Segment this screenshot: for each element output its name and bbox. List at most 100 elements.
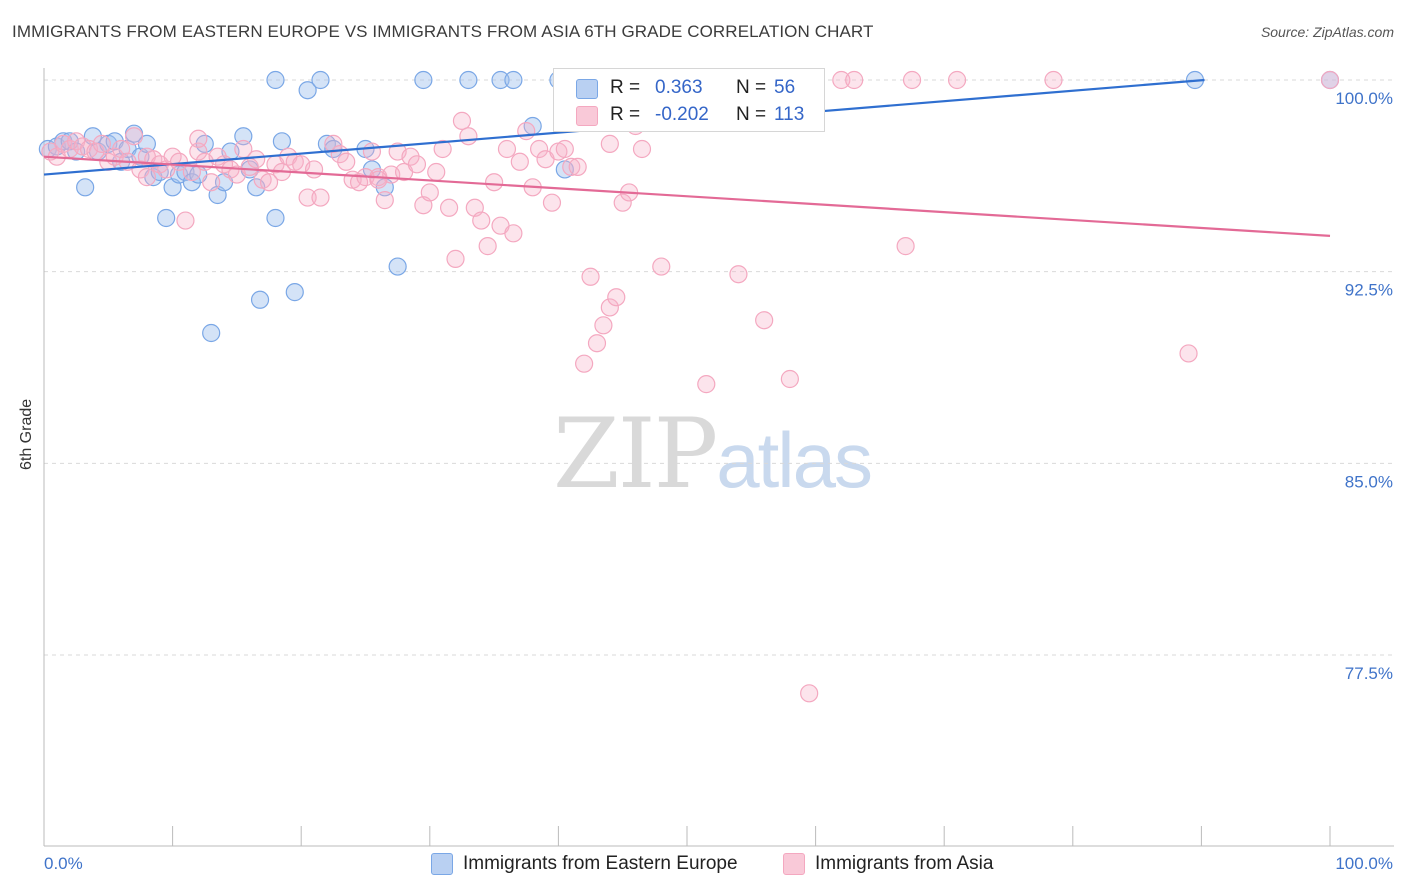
asia-point — [420, 183, 439, 202]
asia-point — [472, 211, 491, 230]
n-label: N = — [736, 77, 767, 98]
asia-point — [832, 70, 851, 90]
x-tick-label: 0.0% — [44, 854, 83, 873]
asia-point — [1179, 344, 1198, 363]
asia-point — [427, 162, 446, 182]
asia-point — [542, 193, 562, 212]
asia-point — [587, 334, 607, 353]
r-value: 0.363 — [655, 77, 703, 98]
asia-point — [478, 237, 497, 256]
asia-point — [1320, 70, 1340, 90]
asia-point — [298, 188, 317, 207]
eastern-europe-point — [272, 132, 292, 151]
watermark-zip: ZIP — [553, 398, 718, 510]
y-tick-label: 85.0% — [1345, 472, 1393, 491]
eastern-europe-point — [285, 283, 304, 302]
asia-point — [202, 173, 221, 192]
x-tick-label: 100.0% — [1335, 854, 1393, 873]
eastern-europe-point — [414, 70, 433, 90]
r-label: R = — [610, 77, 641, 98]
asia-point — [697, 375, 716, 394]
asia-point — [446, 249, 465, 268]
asia-point — [607, 288, 626, 307]
asia-point — [575, 354, 594, 373]
asia-point — [176, 211, 195, 230]
eastern-europe-point — [298, 81, 317, 100]
asia-point — [369, 170, 388, 189]
asia-point — [562, 157, 581, 176]
asia-point — [845, 70, 864, 90]
asia-point — [800, 684, 819, 703]
asia-point — [902, 70, 922, 90]
asia-point — [568, 157, 587, 176]
watermark-atlas: atlas — [716, 416, 873, 504]
eastern-europe-legend-swatch — [431, 853, 453, 875]
n-label: N = — [736, 104, 767, 125]
eastern-europe-point — [76, 178, 95, 197]
asia-point — [1044, 70, 1063, 90]
eastern-europe-point — [266, 70, 285, 90]
eastern-europe-point — [250, 290, 270, 309]
asia-trend-line — [43, 155, 1331, 237]
asia-point — [324, 134, 343, 153]
asia-point — [517, 122, 536, 141]
asia-point — [485, 173, 504, 192]
chart-title: IMMIGRANTS FROM EASTERN EUROPE VS IMMIGR… — [12, 22, 874, 41]
asia-point — [729, 265, 748, 284]
eastern-europe-point — [388, 257, 407, 276]
asia-point — [92, 134, 111, 153]
asia-point — [247, 150, 266, 169]
asia-point — [439, 198, 459, 217]
n-value: 56 — [774, 77, 796, 98]
eastern-europe-point — [266, 208, 285, 228]
asia-point — [600, 134, 619, 153]
asia-point — [594, 316, 613, 335]
asia-point — [124, 127, 144, 146]
r-value: -0.202 — [655, 104, 709, 125]
asia-point — [362, 142, 382, 161]
asia-point — [613, 193, 632, 212]
eastern-europe-point — [311, 70, 330, 90]
asia-point — [632, 139, 652, 159]
asia-point — [555, 139, 574, 159]
asia-point — [189, 142, 208, 161]
eastern-europe-point — [459, 70, 478, 90]
asia-point — [304, 160, 324, 179]
y-tick-label: 77.5% — [1345, 664, 1393, 683]
eastern-europe-point — [157, 208, 176, 228]
asia-point — [375, 191, 394, 210]
eastern-europe-legend-label: Immigrants from Eastern Europe — [463, 853, 738, 874]
n-value: 113 — [774, 104, 805, 125]
asia-point — [947, 70, 967, 90]
stats-legend: R = 0.363 N = 56 R = -0.202 N = 113 — [553, 68, 825, 132]
asia-point — [459, 127, 478, 146]
asia-point — [600, 298, 619, 317]
r-label: R = — [610, 104, 641, 125]
asia-point — [259, 173, 279, 192]
asia-point — [504, 224, 523, 243]
asia-point — [137, 168, 156, 187]
asia-point — [311, 188, 330, 207]
asia-point — [780, 369, 799, 389]
y-tick-label: 100.0% — [1335, 89, 1393, 108]
asia-point — [497, 139, 517, 159]
asia-legend-swatch — [783, 853, 805, 875]
asia-point — [755, 311, 774, 330]
y-tick-label: 92.5% — [1345, 281, 1393, 300]
y-axis-title: 6th Grade — [18, 398, 35, 470]
asia-point — [530, 139, 549, 159]
asia-point — [510, 152, 529, 171]
asia-point — [407, 155, 427, 174]
asia-point — [452, 111, 472, 130]
asia-point — [652, 257, 671, 276]
eastern-europe-swatch — [576, 79, 598, 99]
watermark: ZIPatlas — [553, 398, 873, 510]
asia-point — [896, 237, 915, 256]
source-label: Source: ZipAtlas.com — [1260, 24, 1394, 40]
asia-legend-label: Immigrants from Asia — [815, 853, 994, 874]
eastern-europe-point — [234, 127, 253, 146]
asia-point — [337, 152, 356, 171]
asia-swatch — [576, 106, 598, 126]
asia-point — [581, 267, 600, 286]
